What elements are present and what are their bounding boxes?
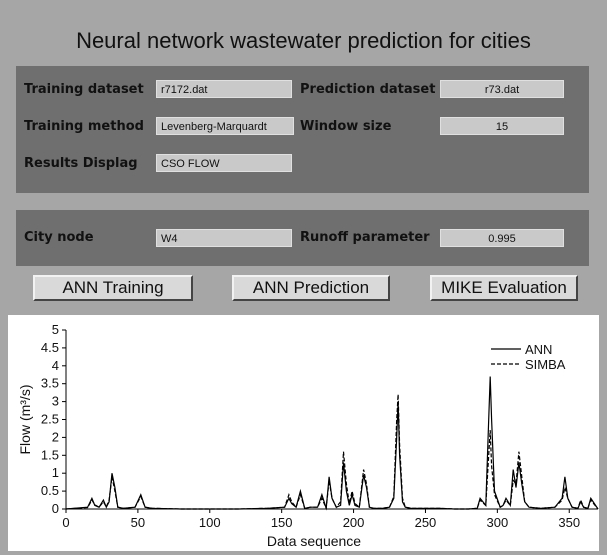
city-node-field[interactable]: W4 xyxy=(156,229,292,247)
y-tick-label: 4 xyxy=(52,358,59,373)
y-tick-label: 1.5 xyxy=(41,447,59,462)
x-tick-label: 200 xyxy=(343,515,365,530)
flow-chart-svg: 00.511.522.533.544.550 50 100 150 200 250 300 3… xyxy=(17,322,599,549)
x-axis-label: Data sequence xyxy=(267,533,361,549)
runoff-parameter-field[interactable]: 0.995 xyxy=(440,229,564,247)
y-tick-label: 1 xyxy=(52,465,59,480)
x-tick-label: 250 xyxy=(415,515,437,530)
city-node-label: City node xyxy=(24,230,94,245)
y-tick-label: 3 xyxy=(52,394,59,409)
series-line-ann xyxy=(65,376,599,510)
results-display-field[interactable]: CSO FLOW xyxy=(156,154,292,172)
settings-panel: Training dataset r7172.dat Prediction da… xyxy=(16,66,589,193)
x-tick-label: 350 xyxy=(558,515,580,530)
flow-chart-area: 0 0.5 1 1.5 2 2.5 3 3.5 4 4.5 5 0 50 100 150 200 250 300 3… xyxy=(8,315,599,551)
legend-label-ann: ANN xyxy=(525,342,552,357)
series-line-simba xyxy=(65,394,599,511)
mike-evaluation-button[interactable]: MIKE Evaluation xyxy=(430,275,578,301)
y-tick-label: 0.5 xyxy=(41,483,59,498)
city-panel: City node W4 Runoff parameter 0.995 xyxy=(16,210,589,266)
y-tick-label: 5 xyxy=(52,322,59,337)
x-tick-label: 100 xyxy=(199,515,221,530)
window-title: Neural network wastewater prediction for… xyxy=(76,28,531,53)
x-tick-label: 300 xyxy=(486,515,508,530)
training-dataset-field[interactable]: r7172.dat xyxy=(156,80,292,98)
window-size-label: Window size xyxy=(300,119,392,134)
prediction-dataset-label: Prediction dataset xyxy=(300,82,436,97)
training-method-field[interactable]: Levenberg-Marquardt xyxy=(156,117,294,135)
training-method-label: Training method xyxy=(24,119,144,134)
y-tick-label: 3.5 xyxy=(41,376,59,391)
y-tick-label: 4.5 xyxy=(41,340,59,355)
x-tick-label: 150 xyxy=(271,515,293,530)
results-display-label: Results Displag xyxy=(24,156,138,171)
x-tick-label: 0 xyxy=(62,515,69,530)
ann-training-button[interactable]: ANN Training xyxy=(33,275,193,301)
ann-prediction-button[interactable]: ANN Prediction xyxy=(232,275,390,301)
y-tick-label: 0 xyxy=(52,501,59,516)
prediction-dataset-field[interactable]: r73.dat xyxy=(440,80,564,98)
legend-label-simba: SIMBA xyxy=(525,357,566,372)
y-tick-label: 2 xyxy=(52,429,59,444)
y-axis-label: Flow (m³/s) xyxy=(17,385,33,455)
y-tick-label: 2.5 xyxy=(41,412,59,427)
window-size-field[interactable]: 15 xyxy=(440,117,564,135)
training-dataset-label: Training dataset xyxy=(24,82,144,97)
runoff-parameter-label: Runoff parameter xyxy=(300,230,430,245)
x-tick-label: 50 xyxy=(131,515,145,530)
